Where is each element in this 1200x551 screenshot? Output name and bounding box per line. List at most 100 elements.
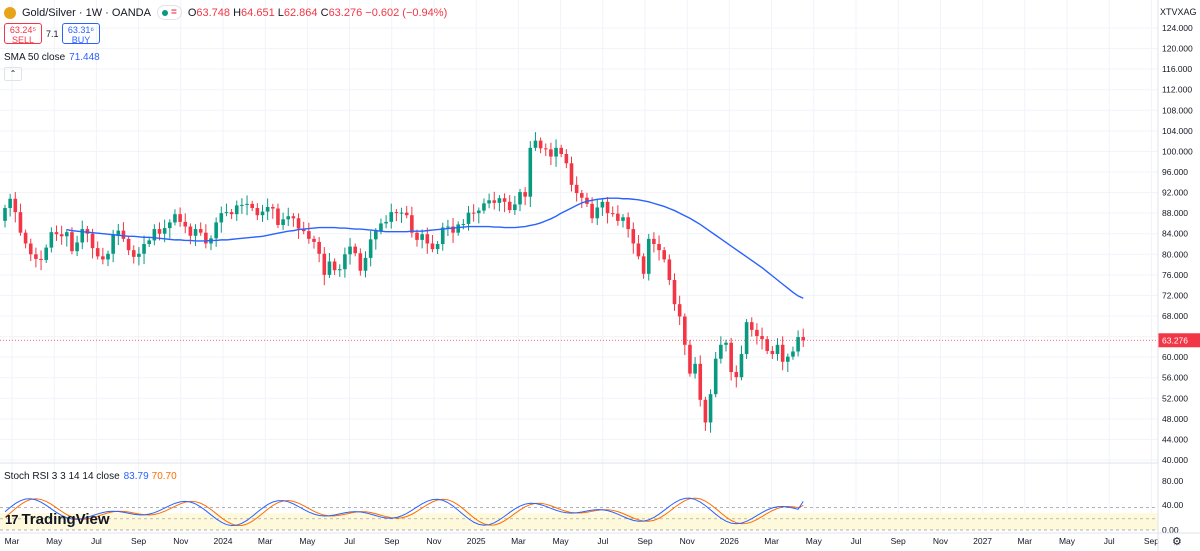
equals-icon: = bbox=[170, 7, 177, 18]
candle bbox=[760, 336, 764, 340]
candle bbox=[234, 205, 239, 215]
candle bbox=[600, 201, 605, 208]
x-tick-label: 2024 bbox=[214, 536, 233, 546]
candle bbox=[703, 399, 708, 423]
low-value: 62.864 bbox=[283, 6, 318, 19]
candle bbox=[580, 193, 584, 198]
candle bbox=[137, 253, 141, 257]
candle bbox=[688, 344, 692, 374]
candle bbox=[610, 213, 615, 215]
stoch-label: Stoch RSI 3 3 14 14 close bbox=[4, 471, 120, 482]
x-tick-label: Mar bbox=[764, 536, 779, 546]
stoch-d-value: 70.70 bbox=[151, 471, 177, 482]
candle bbox=[590, 203, 594, 219]
candle bbox=[652, 238, 656, 244]
candle bbox=[528, 147, 533, 197]
candle bbox=[95, 248, 100, 257]
candle bbox=[507, 201, 512, 211]
candle bbox=[224, 212, 229, 214]
candle bbox=[322, 253, 327, 275]
candle bbox=[466, 212, 471, 224]
x-tick-label: May bbox=[806, 536, 823, 546]
candle bbox=[801, 337, 806, 341]
candle bbox=[415, 232, 419, 240]
candle bbox=[358, 253, 363, 271]
x-tick-label: Sep bbox=[384, 536, 399, 546]
candle bbox=[394, 212, 399, 214]
candle bbox=[59, 234, 64, 237]
candle bbox=[554, 147, 558, 157]
axis-symbol: XTVXAG bbox=[1160, 7, 1197, 17]
candle bbox=[543, 148, 548, 150]
status-indicator[interactable]: = bbox=[156, 5, 182, 20]
candle bbox=[724, 342, 728, 345]
candle bbox=[307, 231, 311, 239]
candle bbox=[616, 213, 620, 221]
candle bbox=[178, 214, 182, 222]
candle bbox=[595, 207, 600, 219]
candle bbox=[121, 230, 126, 239]
candle bbox=[44, 247, 48, 260]
buy-button[interactable]: 63.31⁶ BUY bbox=[62, 23, 100, 45]
candle bbox=[173, 214, 177, 223]
candle bbox=[636, 243, 641, 257]
candle bbox=[240, 204, 244, 206]
settings-gear-icon[interactable]: ⚙ bbox=[1172, 536, 1182, 548]
x-tick-label: 2026 bbox=[720, 536, 739, 546]
change-value: −0.602 (−0.94%) bbox=[365, 6, 448, 19]
candle bbox=[734, 372, 739, 378]
candle bbox=[142, 244, 146, 254]
x-tick-label: Nov bbox=[426, 536, 442, 546]
tradingview-logo[interactable]: 17 TradingView bbox=[5, 511, 110, 528]
candle bbox=[420, 234, 424, 240]
y-tick-label: 108.000 bbox=[1162, 105, 1193, 115]
x-tick-label: May bbox=[1059, 536, 1076, 546]
candle bbox=[162, 228, 167, 234]
candle bbox=[749, 322, 754, 330]
candle bbox=[646, 238, 651, 274]
symbol-title[interactable]: Gold/Silver · 1W · OANDA bbox=[22, 6, 151, 19]
candle bbox=[379, 223, 383, 232]
x-tick-label: Mar bbox=[5, 536, 20, 546]
candle bbox=[168, 222, 172, 229]
y-tick-label: 48.000 bbox=[1162, 414, 1188, 424]
candle bbox=[770, 350, 775, 355]
sell-label: SELL bbox=[11, 35, 35, 45]
candle bbox=[446, 226, 450, 228]
collapse-legend-button[interactable]: ⌃ bbox=[4, 67, 22, 81]
candle bbox=[281, 219, 285, 225]
y-tick-label: 88.000 bbox=[1162, 208, 1188, 218]
candle bbox=[744, 322, 749, 355]
y-tick-label: 40.000 bbox=[1162, 455, 1188, 465]
candle bbox=[271, 206, 275, 209]
sell-button[interactable]: 63.24⁵ SELL bbox=[4, 23, 42, 45]
sma-legend[interactable]: SMA 50 close 71.448 bbox=[4, 52, 100, 63]
y-tick-label: 52.000 bbox=[1162, 393, 1188, 403]
candle bbox=[147, 240, 151, 244]
candle bbox=[90, 233, 95, 249]
candle bbox=[404, 212, 409, 216]
candle bbox=[791, 351, 795, 357]
candle bbox=[631, 229, 636, 244]
candle bbox=[605, 201, 610, 214]
candle bbox=[260, 211, 265, 216]
candle bbox=[765, 339, 769, 351]
candle bbox=[523, 192, 527, 197]
candle bbox=[106, 253, 110, 260]
candle bbox=[713, 358, 718, 395]
chart-header: Gold/Silver · 1W · OANDA = O63.748 H64.6… bbox=[4, 5, 447, 20]
candle bbox=[729, 342, 733, 373]
candle bbox=[667, 259, 672, 280]
y-tick-label: 120.000 bbox=[1162, 44, 1193, 54]
high-value: 64.651 bbox=[241, 6, 275, 19]
candle bbox=[337, 269, 342, 271]
stoch-tick-label: 40.00 bbox=[1162, 500, 1184, 510]
candle bbox=[662, 250, 666, 260]
stoch-legend[interactable]: Stoch RSI 3 3 14 14 close 83.79 70.70 bbox=[4, 471, 177, 482]
candle bbox=[353, 246, 357, 254]
y-tick-label: 76.000 bbox=[1162, 270, 1188, 280]
candle bbox=[775, 344, 780, 355]
y-tick-label: 60.000 bbox=[1162, 352, 1188, 362]
candle bbox=[198, 229, 203, 233]
